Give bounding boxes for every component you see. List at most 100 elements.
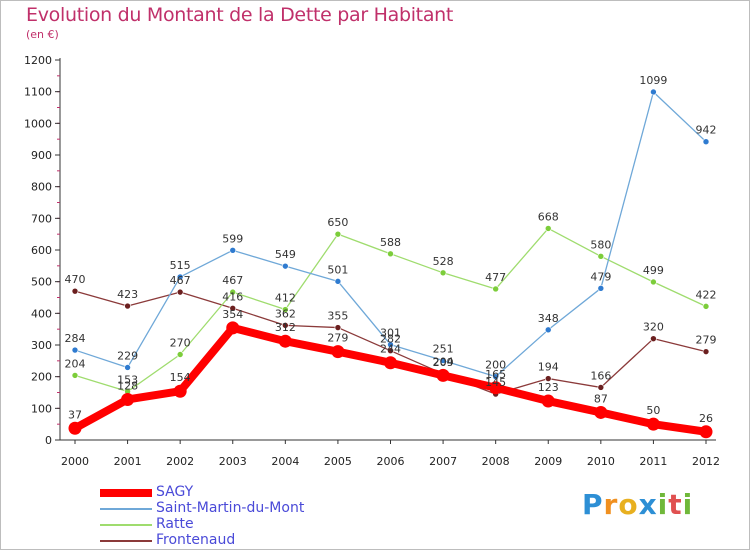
data-label: 580: [590, 238, 611, 251]
data-label: 50: [646, 404, 660, 417]
data-point: [439, 269, 447, 277]
data-label: 166: [590, 369, 611, 382]
data-label: 154: [170, 371, 191, 384]
chart-title: Evolution du Montant de la Dette par Hab…: [26, 4, 454, 26]
data-point: [699, 425, 713, 439]
x-tick-label: 2005: [324, 455, 352, 468]
data-label: 282: [380, 333, 401, 346]
logo-letter: i: [682, 488, 694, 521]
data-point: [121, 392, 135, 406]
x-tick-label: 2006: [377, 455, 405, 468]
y-tick-label: 1200: [24, 54, 52, 67]
y-tick-label: 800: [31, 181, 52, 194]
data-label: 145: [485, 376, 506, 389]
data-label: 279: [327, 332, 348, 345]
y-tick-label: 400: [31, 307, 52, 320]
data-label: 1099: [639, 74, 667, 87]
data-point: [282, 262, 289, 270]
data-point: [594, 405, 608, 419]
axes: 0 100 200 300 400 500 600 700 800 900 1000 1100 1200…: [24, 54, 720, 468]
data-point: [492, 285, 499, 293]
data-labels-layer: 470 423 467 416 362 355 282 209 145 194 166 320 279 2…: [65, 74, 717, 425]
data-point: [282, 306, 289, 313]
line-chart: 0 100 200 300 400 500 600 700 800 900 1000 1100 1200…: [24, 54, 720, 468]
y-tick-label: 200: [31, 371, 52, 384]
data-label: 204: [433, 355, 454, 368]
data-label: 301: [380, 327, 401, 340]
x-tick-label: 2001: [114, 455, 142, 468]
data-label: 588: [380, 236, 401, 249]
data-point: [226, 321, 240, 335]
data-point: [68, 421, 82, 435]
data-label: 354: [222, 308, 243, 321]
data-point: [124, 302, 131, 310]
legend-label: Saint-Martin-du-Mont: [156, 500, 305, 516]
x-tick-label: 2010: [587, 455, 615, 468]
data-label: 87: [594, 392, 608, 405]
legend-swatch: [100, 524, 152, 526]
logo-letter: P: [582, 488, 604, 521]
data-point: [597, 253, 605, 260]
x-tick-label: 2008: [482, 455, 510, 468]
data-point: [229, 304, 237, 312]
data-label: 650: [327, 216, 348, 229]
data-point: [278, 334, 292, 348]
data-point: [229, 247, 237, 254]
y-tick-label: 500: [31, 276, 52, 289]
x-tick-label: 2011: [639, 455, 667, 468]
x-tick-label: 2002: [166, 455, 194, 468]
data-point: [176, 273, 184, 281]
data-point: [702, 348, 710, 355]
y-tick-label: 100: [31, 402, 52, 415]
data-label: 467: [170, 274, 191, 287]
series-layer: [68, 88, 713, 439]
data-label: 270: [170, 337, 191, 350]
y-tick-label: 1000: [24, 117, 52, 130]
logo-letter: o: [618, 488, 639, 521]
data-label: 153: [117, 374, 138, 387]
data-label: 942: [696, 124, 717, 137]
data-label: 477: [485, 271, 506, 284]
data-point: [597, 285, 605, 292]
data-point: [176, 288, 184, 296]
data-label: 194: [538, 361, 559, 374]
data-point: [334, 230, 342, 238]
data-label: 251: [433, 343, 454, 356]
data-label: 279: [696, 334, 717, 347]
data-label: 26: [699, 412, 713, 425]
legend-label: Frontenaud: [156, 532, 236, 548]
y-tick-label: 300: [31, 339, 52, 352]
legend-swatch: [100, 540, 152, 542]
x-tick-label: 2007: [429, 455, 457, 468]
data-point: [436, 368, 450, 382]
data-point: [71, 372, 79, 379]
data-label: 165: [485, 368, 506, 381]
data-point: [334, 278, 342, 285]
data-label: 412: [275, 292, 296, 305]
data-point: [176, 351, 184, 358]
data-point: [387, 250, 394, 258]
data-label: 284: [65, 332, 86, 345]
data-label: 123: [538, 381, 559, 394]
data-label: 528: [433, 255, 454, 268]
data-label: 501: [327, 263, 348, 276]
proxiti-logo: Proxiti: [582, 488, 693, 521]
data-point: [387, 341, 394, 348]
y-tick-label: 900: [31, 149, 52, 162]
y-tick-label: 1100: [24, 86, 52, 99]
data-label: 467: [222, 274, 243, 287]
data-label: 599: [222, 232, 243, 245]
data-label: 200: [485, 359, 506, 372]
chart-subtitle: (en €): [26, 28, 59, 41]
data-point: [597, 384, 605, 391]
data-label: 549: [275, 248, 296, 261]
data-label: 422: [696, 288, 717, 301]
data-label: 244: [380, 343, 401, 356]
x-tick-label: 2000: [61, 455, 89, 468]
data-point: [650, 335, 657, 342]
legend-swatch: [100, 489, 152, 497]
data-point: [544, 225, 552, 232]
logo-letter: t: [668, 488, 683, 521]
data-label: 499: [643, 264, 664, 277]
legend-swatch: [100, 508, 152, 510]
